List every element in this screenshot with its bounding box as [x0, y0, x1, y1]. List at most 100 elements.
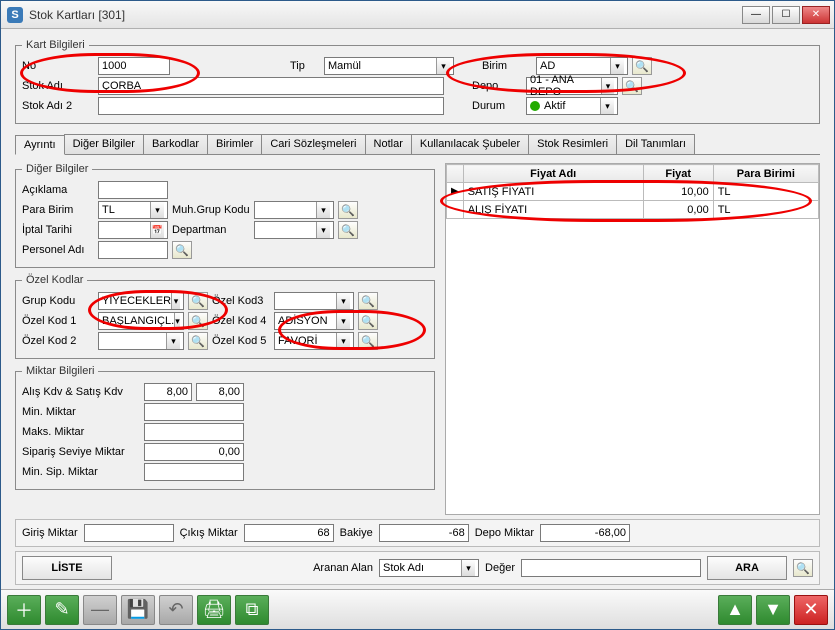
miktar-bilgileri-group: Miktar Bilgileri Alış Kdv & Satış Kdv Mi… [15, 365, 435, 490]
giris-input[interactable] [84, 524, 174, 542]
tab-notlar[interactable]: Notlar [365, 134, 412, 154]
satiskdv-input[interactable] [196, 383, 244, 401]
minsip-input[interactable] [144, 463, 244, 481]
ozelkod2-combo[interactable]: ▾ [98, 332, 184, 350]
ozelkod5-combo[interactable]: FAVORİ▾ [274, 332, 354, 350]
tab-subeler[interactable]: Kullanılacak Şubeler [411, 134, 529, 154]
up-button[interactable]: ▲ [718, 595, 752, 625]
col-parabirimi[interactable]: Para Birimi [713, 165, 818, 183]
deger-label: Değer [485, 562, 515, 574]
cikis-input[interactable] [244, 524, 334, 542]
bakiye-label: Bakiye [340, 527, 373, 539]
birim-lookup-icon[interactable]: 🔍 [632, 57, 652, 75]
arananalan-combo[interactable]: Stok Adı▾ [379, 559, 479, 577]
action-bar: ＋ ✎ — 💾 ↶ 🖨 ⧉ ▲ ▼ ✕ [1, 589, 834, 629]
muhgrup-lookup-icon[interactable]: 🔍 [338, 201, 358, 219]
depomiktar-input[interactable] [540, 524, 630, 542]
col-fiyatadi[interactable]: Fiyat Adı [463, 165, 643, 183]
tab-ayrinti[interactable]: Ayrıntı [15, 135, 65, 155]
tab-dil[interactable]: Dil Tanımları [616, 134, 695, 154]
tab-resimler[interactable]: Stok Resimleri [528, 134, 617, 154]
bakiye-input[interactable] [379, 524, 469, 542]
birim-label: Birim [482, 60, 532, 72]
departman-label: Departman [172, 224, 250, 236]
cell-pb: TL [713, 183, 818, 201]
ozelkod4-lookup-icon[interactable]: 🔍 [358, 312, 378, 330]
deger-input[interactable] [521, 559, 701, 577]
close-button[interactable]: ✕ [802, 6, 830, 24]
table-row[interactable]: ▶ SATIŞ FİYATI 10,00 TL [447, 183, 819, 201]
aliskdv-input[interactable] [144, 383, 192, 401]
aciklama-input[interactable] [98, 181, 168, 199]
cikis-label: Çıkış Miktar [180, 527, 238, 539]
durum-combo[interactable]: Aktif▾ [526, 97, 618, 115]
tab-barkod[interactable]: Barkodlar [143, 134, 208, 154]
parabirim-combo[interactable]: TL▾ [98, 201, 168, 219]
ozelkod1-lookup-icon[interactable]: 🔍 [188, 312, 208, 330]
grupkodu-lookup-icon[interactable]: 🔍 [188, 292, 208, 310]
departman-lookup-icon[interactable]: 🔍 [338, 221, 358, 239]
tab-cari[interactable]: Cari Sözleşmeleri [261, 134, 365, 154]
personel-input[interactable] [98, 241, 168, 259]
aciklama-label: Açıklama [22, 184, 94, 196]
no-label: No [22, 60, 94, 72]
tab-birimler[interactable]: Birimler [207, 134, 262, 154]
muhgrup-combo[interactable]: ▾ [254, 201, 334, 219]
col-fiyat[interactable]: Fiyat [643, 165, 713, 183]
edit-button[interactable]: ✎ [45, 595, 79, 625]
copy-button[interactable]: ⧉ [235, 595, 269, 625]
depo-combo[interactable]: 01 - ANA DEPO▾ [526, 77, 618, 95]
depomiktar-label: Depo Miktar [475, 527, 534, 539]
row-pointer-icon [447, 201, 464, 219]
grupkodu-combo[interactable]: YİYECEKLER▾ [98, 292, 184, 310]
minsip-label: Min. Sip. Miktar [22, 466, 140, 478]
tip-label: Tip [290, 60, 320, 72]
ozelkod3-lookup-icon[interactable]: 🔍 [358, 292, 378, 310]
ozelkod5-value: FAVORİ [278, 335, 318, 347]
print-button[interactable]: 🖨 [197, 595, 231, 625]
personel-lookup-icon[interactable]: 🔍 [172, 241, 192, 259]
siparisseviye-label: Sipariş Seviye Miktar [22, 446, 140, 458]
ozelkod2-lookup-icon[interactable]: 🔍 [188, 332, 208, 350]
ara-lookup-icon[interactable]: 🔍 [793, 559, 813, 577]
depo-lookup-icon[interactable]: 🔍 [622, 77, 642, 95]
maximize-button[interactable]: ☐ [772, 6, 800, 24]
ozel-legend: Özel Kodlar [22, 274, 87, 286]
liste-button[interactable]: LİSTE [22, 556, 112, 580]
save-button[interactable]: 💾 [121, 595, 155, 625]
stokadi-input[interactable] [98, 77, 444, 95]
main-window: S Stok Kartları [301] — ☐ ✕ Kart Bilgile… [0, 0, 835, 630]
ozelkod1-combo[interactable]: BAŞLANGIÇL.▾ [98, 312, 184, 330]
add-button[interactable]: ＋ [7, 595, 41, 625]
minmiktar-label: Min. Miktar [22, 406, 140, 418]
row-pointer-icon: ▶ [447, 183, 464, 201]
summary-bar: Giriş Miktar Çıkış Miktar Bakiye Depo Mi… [15, 519, 820, 547]
cell-fiyat: 0,00 [643, 201, 713, 219]
siparisseviye-input[interactable] [144, 443, 244, 461]
birim-combo[interactable]: AD▾ [536, 57, 628, 75]
cell-fiyatadi: ALIŞ FİYATI [463, 201, 643, 219]
minimize-button[interactable]: — [742, 6, 770, 24]
no-input[interactable] [98, 57, 170, 75]
search-bar: LİSTE Aranan Alan Stok Adı▾ Değer ARA 🔍 [15, 551, 820, 585]
ara-button[interactable]: ARA [707, 556, 787, 580]
stokadi2-input[interactable] [98, 97, 444, 115]
maksmiktar-input[interactable] [144, 423, 244, 441]
ozelkod3-combo[interactable]: ▾ [274, 292, 354, 310]
delete-button[interactable]: — [83, 595, 117, 625]
down-button[interactable]: ▼ [756, 595, 790, 625]
departman-combo[interactable]: ▾ [254, 221, 334, 239]
fiyat-table: Fiyat Adı Fiyat Para Birimi ▶ SATIŞ FİYA… [446, 164, 819, 219]
cell-pb: TL [713, 201, 818, 219]
tab-diger[interactable]: Diğer Bilgiler [64, 134, 144, 154]
ozelkod4-combo[interactable]: ADİSYON▾ [274, 312, 354, 330]
ozelkod4-value: ADİSYON [278, 315, 328, 327]
exit-button[interactable]: ✕ [794, 595, 828, 625]
iptal-date[interactable]: 📅 [98, 221, 168, 239]
ozelkod5-lookup-icon[interactable]: 🔍 [358, 332, 378, 350]
fiyat-panel: Fiyat Adı Fiyat Para Birimi ▶ SATIŞ FİYA… [445, 163, 820, 515]
tip-combo[interactable]: Mamül▾ [324, 57, 454, 75]
minmiktar-input[interactable] [144, 403, 244, 421]
table-row[interactable]: ALIŞ FİYATI 0,00 TL [447, 201, 819, 219]
undo-button[interactable]: ↶ [159, 595, 193, 625]
